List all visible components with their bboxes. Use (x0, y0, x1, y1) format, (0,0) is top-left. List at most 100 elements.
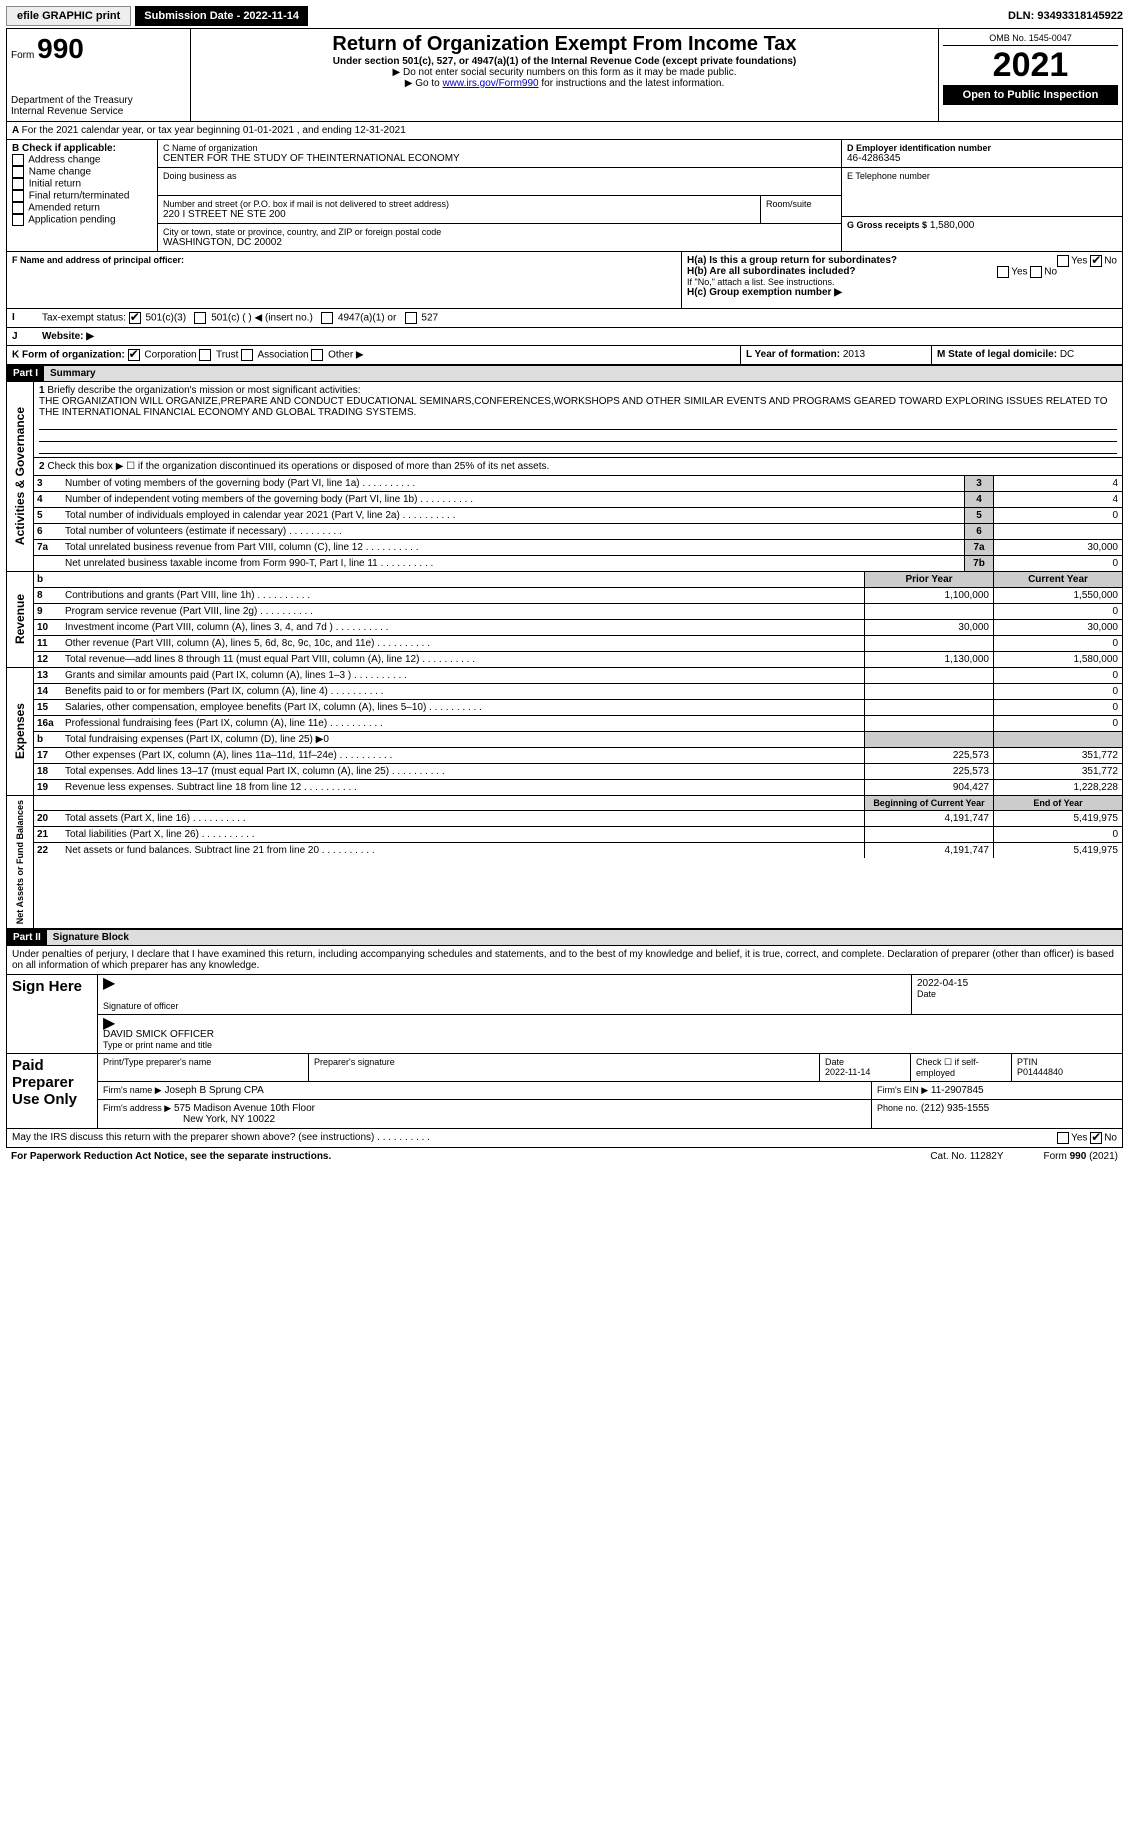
data-line: 16aProfessional fundraising fees (Part I… (34, 716, 1122, 732)
opt-501c3: 501(c)(3) (145, 313, 186, 324)
firm-ein-label: Firm's EIN ▶ (877, 1085, 928, 1095)
open-public-badge: Open to Public Inspection (943, 85, 1118, 105)
sign-date-value: 2022-04-15 (917, 978, 1117, 989)
box-f-label: F Name and address of principal officer: (12, 255, 676, 265)
corp-checkbox[interactable] (128, 349, 140, 361)
assoc-checkbox[interactable] (241, 349, 253, 361)
form-footer: Form 990 (2021) (1044, 1151, 1118, 1162)
other-checkbox[interactable] (311, 349, 323, 361)
firm-addr1: 575 Madison Avenue 10th Floor (174, 1103, 315, 1114)
data-line: 12Total revenue—add lines 8 through 11 (… (34, 652, 1122, 667)
boxb-checkbox[interactable] (12, 214, 24, 226)
527-checkbox[interactable] (405, 312, 417, 324)
h1a-yes-checkbox[interactable] (1057, 255, 1069, 267)
boxb-item: Amended return (12, 202, 152, 214)
data-line: 21Total liabilities (Part X, line 26)0 (34, 827, 1122, 843)
firm-name-label: Firm's name ▶ (103, 1085, 162, 1095)
yes-label: Yes (1071, 256, 1087, 267)
sign-here-block: Sign Here ▶Signature of officer 2022-04-… (6, 975, 1123, 1054)
prep-date-value: 2022-11-14 (825, 1067, 870, 1077)
summary-line: 3Number of voting members of the governi… (34, 476, 1122, 492)
form-header: Form 990 Department of the Treasury Inte… (6, 28, 1123, 122)
data-line: 18Total expenses. Add lines 13–17 (must … (34, 764, 1122, 780)
boxb-checkbox[interactable] (12, 166, 24, 178)
summary-line: 7aTotal unrelated business revenue from … (34, 540, 1122, 556)
opt-4947: 4947(a)(1) or (338, 313, 396, 324)
street-value: 220 I STREET NE STE 200 (163, 209, 755, 220)
opt-corp: Corporation (144, 350, 196, 361)
firm-addr2: New York, NY 10022 (183, 1114, 275, 1125)
no-label2: No (1044, 267, 1057, 278)
submission-date-button[interactable]: Submission Date - 2022-11-14 (135, 6, 308, 26)
firm-ein: 11-2907845 (931, 1085, 984, 1096)
prep-date-label: Date (825, 1057, 844, 1067)
note-pre: ▶ Go to (405, 78, 443, 89)
revenue-section: Revenue b Prior Year Current Year 8Contr… (6, 572, 1123, 668)
line1-label: Briefly describe the organization's miss… (47, 385, 360, 396)
footer-row: For Paperwork Reduction Act Notice, see … (6, 1148, 1123, 1165)
data-line: 14Benefits paid to or for members (Part … (34, 684, 1122, 700)
boxb-checkbox[interactable] (12, 190, 24, 202)
data-line: 9Program service revenue (Part VIII, lin… (34, 604, 1122, 620)
form-title: Return of Organization Exempt From Incom… (195, 33, 934, 56)
trust-checkbox[interactable] (199, 349, 211, 361)
h1b-yes-checkbox[interactable] (997, 266, 1009, 278)
h1b-note: If "No," attach a list. See instructions… (687, 277, 1117, 287)
box-c-label: C Name of organization (163, 143, 836, 153)
yes-label2: Yes (1011, 267, 1027, 278)
data-line: 13Grants and similar amounts paid (Part … (34, 668, 1122, 684)
tax-status-row: I Tax-exempt status: 501(c)(3) 501(c) ( … (6, 309, 1123, 328)
boxb-checkbox[interactable] (12, 202, 24, 214)
year-formation: 2013 (843, 349, 865, 360)
paid-preparer-block: Paid Preparer Use Only Print/Type prepar… (6, 1054, 1123, 1129)
officer-name-label: Type or print name and title (103, 1040, 1117, 1050)
part1-header: Part I Summary (6, 365, 1123, 382)
boxb-item: Name change (12, 166, 152, 178)
4947-checkbox[interactable] (321, 312, 333, 324)
dept-label: Department of the Treasury (11, 95, 186, 106)
h1a-no-checkbox[interactable] (1090, 255, 1102, 267)
street-label: Number and street (or P.O. box if mail i… (163, 199, 755, 209)
box-j-label: Website: ▶ (37, 328, 99, 345)
tax-year: 2021 (943, 46, 1118, 85)
no-label: No (1104, 256, 1117, 267)
form-subtitle: Under section 501(c), 527, or 4947(a)(1)… (195, 56, 934, 67)
boxb-checkbox[interactable] (12, 178, 24, 190)
net-assets-section: Net Assets or Fund Balances Beginning of… (6, 796, 1123, 929)
prep-sig-label: Preparer's signature (309, 1054, 820, 1081)
vlabel-net: Net Assets or Fund Balances (13, 796, 27, 928)
data-line: 17Other expenses (Part IX, column (A), l… (34, 748, 1122, 764)
vlabel-exp: Expenses (11, 699, 29, 763)
discuss-yes-checkbox[interactable] (1057, 1132, 1069, 1144)
box-m-label: M State of legal domicile: (937, 349, 1057, 360)
discuss-no-checkbox[interactable] (1090, 1132, 1102, 1144)
sign-date-label: Date (917, 989, 1117, 999)
begin-year-header: Beginning of Current Year (864, 796, 993, 810)
ptin-value: P01444840 (1017, 1067, 1063, 1077)
form-org-row: K Form of organization: Corporation Trus… (6, 346, 1123, 365)
data-line: 10Investment income (Part VIII, column (… (34, 620, 1122, 636)
note-post: for instructions and the latest informat… (539, 78, 725, 89)
501c3-checkbox[interactable] (129, 312, 141, 324)
irs-gov-link[interactable]: www.irs.gov/Form990 (442, 78, 538, 89)
h1b-no-checkbox[interactable] (1030, 266, 1042, 278)
opt-527: 527 (421, 313, 438, 324)
phone-value: (212) 935-1555 (921, 1103, 989, 1114)
boxb-item: Address change (12, 154, 152, 166)
box-d-label: D Employer identification number (847, 143, 1117, 153)
501c-checkbox[interactable] (194, 312, 206, 324)
box-e-label: E Telephone number (847, 171, 1117, 181)
boxb-checkbox[interactable] (12, 154, 24, 166)
boxb-item: Final return/terminated (12, 190, 152, 202)
vlabel-gov: Activities & Governance (11, 403, 29, 549)
self-employed-label: Check ☐ if self-employed (911, 1054, 1012, 1081)
data-line: bTotal fundraising expenses (Part IX, co… (34, 732, 1122, 748)
paid-preparer-label: Paid Preparer Use Only (7, 1054, 98, 1128)
may-irs-row: May the IRS discuss this return with the… (6, 1129, 1123, 1148)
expenses-section: Expenses 13Grants and similar amounts pa… (6, 668, 1123, 796)
summary-line: 4Number of independent voting members of… (34, 492, 1122, 508)
end-year-header: End of Year (993, 796, 1122, 810)
officer-name: DAVID SMICK OFFICER (103, 1029, 1117, 1040)
part1-title: Summary (44, 366, 102, 381)
summary-line: 5Total number of individuals employed in… (34, 508, 1122, 524)
